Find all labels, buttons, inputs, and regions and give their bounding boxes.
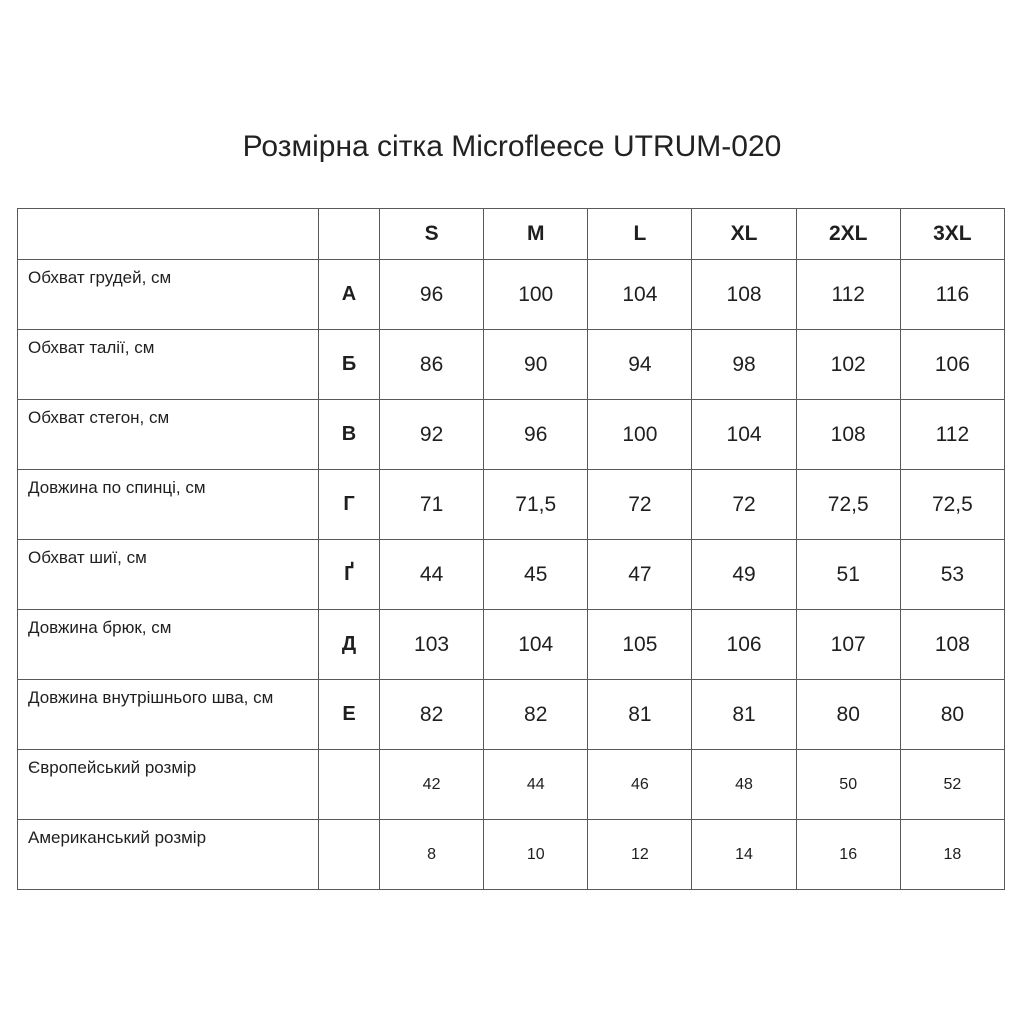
size-value: 47 (587, 539, 693, 610)
size-value: 108 (899, 609, 1006, 680)
table-row: Довжина брюк, см Д 103 104 105 106 107 108 (17, 609, 1006, 680)
measurement-letter: Е (318, 679, 380, 750)
size-value: 48 (691, 749, 797, 820)
measurement-letter: Ґ (318, 539, 380, 610)
page-title: Розмірна сітка Microfleece UTRUM-020 (242, 130, 782, 163)
size-value: 116 (899, 259, 1006, 330)
size-value: 44 (483, 749, 589, 820)
measurement-label: Обхват шиї, см (17, 539, 319, 610)
table-row: Довжина по спинці, см Г 71 71,5 72 72 72,5 72,5 (17, 469, 1006, 540)
measurement-letter (318, 749, 380, 820)
size-value: 46 (587, 749, 693, 820)
size-value: 108 (795, 399, 901, 470)
measurement-letter: Д (318, 609, 380, 680)
measurement-letter: А (318, 259, 380, 330)
size-value: 18 (899, 819, 1006, 890)
size-value: 71,5 (483, 469, 589, 540)
size-value: 80 (899, 679, 1006, 750)
table-row: Обхват шиї, см Ґ 44 45 47 49 51 53 (17, 539, 1006, 610)
size-value: 49 (691, 539, 797, 610)
header-row: S M L XL 2XL 3XL (17, 208, 1006, 260)
size-value: 103 (378, 609, 485, 680)
size-value: 71 (378, 469, 485, 540)
size-value: 53 (899, 539, 1006, 610)
size-value: 81 (587, 679, 693, 750)
measurement-label: Обхват стегон, см (17, 399, 319, 470)
size-column-header: 2XL (795, 208, 901, 260)
size-value: 81 (691, 679, 797, 750)
measurement-label: Європейський розмір (17, 749, 319, 820)
size-value: 104 (483, 609, 589, 680)
size-value: 80 (795, 679, 901, 750)
size-value: 104 (587, 259, 693, 330)
measurement-name-header (17, 208, 319, 260)
size-value: 106 (691, 609, 797, 680)
size-value: 105 (587, 609, 693, 680)
size-value: 82 (483, 679, 589, 750)
size-value: 72 (691, 469, 797, 540)
size-value: 10 (483, 819, 589, 890)
size-value: 98 (691, 329, 797, 400)
table-row: Обхват грудей, см А 96 100 104 108 112 116 (17, 259, 1006, 330)
size-value: 94 (587, 329, 693, 400)
measurement-letter (318, 819, 380, 890)
table-row: Обхват стегон, см В 92 96 100 104 108 112 (17, 399, 1006, 470)
size-value: 45 (483, 539, 589, 610)
size-value: 50 (795, 749, 901, 820)
size-value: 14 (691, 819, 797, 890)
size-value: 96 (378, 259, 485, 330)
letter-column-header (318, 208, 380, 260)
size-value: 112 (899, 399, 1006, 470)
table-row: Американський розмір 8 10 12 14 16 18 (17, 819, 1006, 890)
measurement-label: Довжина внутрішнього шва, см (17, 679, 319, 750)
size-column-header: XL (691, 208, 797, 260)
size-column-header: 3XL (899, 208, 1006, 260)
measurement-label: Обхват грудей, см (17, 259, 319, 330)
size-value: 8 (378, 819, 485, 890)
size-value: 44 (378, 539, 485, 610)
measurement-label: Довжина брюк, см (17, 609, 319, 680)
size-value: 86 (378, 329, 485, 400)
table-row: Обхват талії, см Б 86 90 94 98 102 106 (17, 329, 1006, 400)
size-value: 42 (378, 749, 485, 820)
size-value: 106 (899, 329, 1006, 400)
measurement-letter: В (318, 399, 380, 470)
size-value: 108 (691, 259, 797, 330)
size-value: 72,5 (795, 469, 901, 540)
measurement-label: Довжина по спинці, см (17, 469, 319, 540)
size-value: 112 (795, 259, 901, 330)
size-value: 90 (483, 329, 589, 400)
size-value: 107 (795, 609, 901, 680)
table-row: Європейський розмір 42 44 46 48 50 52 (17, 749, 1006, 820)
size-value: 12 (587, 819, 693, 890)
size-value: 52 (899, 749, 1006, 820)
size-value: 51 (795, 539, 901, 610)
size-column-header: M (483, 208, 589, 260)
size-column-header: S (378, 208, 485, 260)
size-value: 16 (795, 819, 901, 890)
size-value: 72,5 (899, 469, 1006, 540)
size-value: 104 (691, 399, 797, 470)
size-value: 100 (587, 399, 693, 470)
measurement-letter: Б (318, 329, 380, 400)
table-row: Довжина внутрішнього шва, см Е 82 82 81 81 80 8… (17, 679, 1006, 750)
size-value: 102 (795, 329, 901, 400)
measurement-letter: Г (318, 469, 380, 540)
size-column-header: L (587, 208, 693, 260)
measurement-label: Обхват талії, см (17, 329, 319, 400)
size-value: 82 (378, 679, 485, 750)
size-value: 100 (483, 259, 589, 330)
measurement-label: Американський розмір (17, 819, 319, 890)
size-value: 72 (587, 469, 693, 540)
size-table: S M L XL 2XL 3XL Обхват грудей, см А 96 100 104 10… (17, 208, 1006, 890)
size-value: 96 (483, 399, 589, 470)
size-value: 92 (378, 399, 485, 470)
